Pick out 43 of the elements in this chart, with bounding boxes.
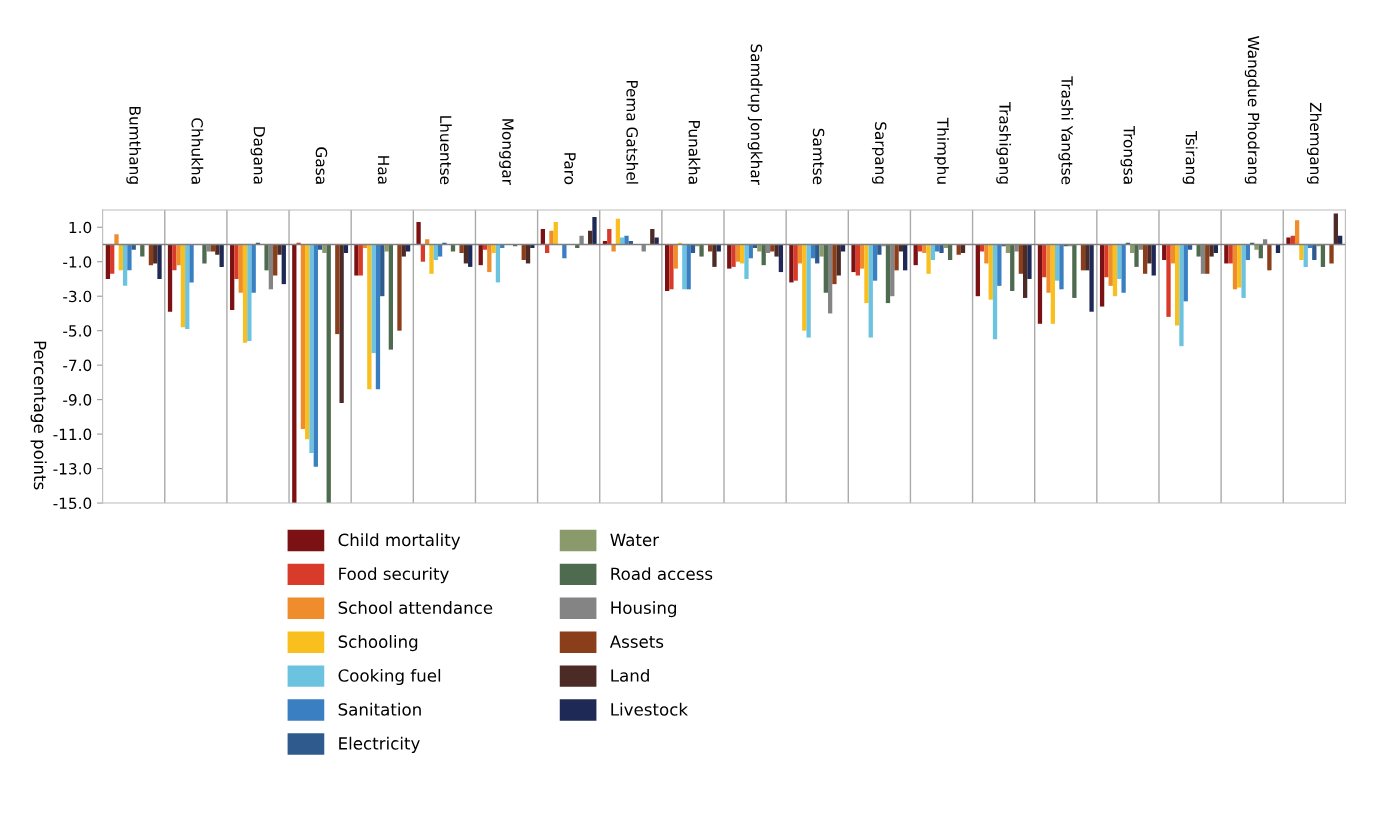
x-tick-label: Chhukha bbox=[191, 118, 204, 184]
legend-label: Schooling bbox=[338, 635, 418, 652]
x-tick-label: Dagana bbox=[250, 127, 265, 184]
legend-label: Land bbox=[611, 668, 649, 682]
x-tick-label: Haa bbox=[377, 156, 390, 184]
y-axis-title: Percentage points bbox=[30, 341, 47, 490]
x-tick-label: Gasa bbox=[315, 147, 328, 184]
x-tick-label: Sarpang bbox=[871, 122, 887, 184]
y-tick-label: -1.0 bbox=[63, 256, 92, 268]
x-tick-label: Trashi Yangtse bbox=[1058, 76, 1074, 185]
x-tick-label: Zhemgang bbox=[1306, 102, 1322, 184]
legend-label: School attendance bbox=[338, 601, 493, 615]
legend-label: Child mortality bbox=[338, 533, 461, 550]
legend-label: Sanitation bbox=[338, 702, 421, 716]
x-tick-label: Monggar bbox=[499, 119, 514, 186]
x-tick-label: Samdrup Jongkhar bbox=[747, 44, 763, 186]
legend-label: Livestock bbox=[611, 702, 688, 716]
x-tick-label: Trashigang bbox=[996, 101, 1012, 184]
y-tick-label: 1.0 bbox=[69, 221, 92, 234]
y-tick-label: -9.0 bbox=[63, 394, 92, 406]
x-tick-label: Pema Gatshel bbox=[626, 80, 639, 184]
x-tick-label: Wangdue Phodrang bbox=[1244, 36, 1260, 184]
legend-label: Water bbox=[610, 533, 660, 547]
x-tick-label: Paro bbox=[564, 153, 576, 185]
y-tick-label: -15.0 bbox=[53, 497, 92, 510]
y-tick-label: -3.0 bbox=[63, 290, 92, 303]
x-tick-label: Punakha bbox=[688, 120, 701, 184]
x-tick-label: Trongsa bbox=[1120, 125, 1135, 184]
legend-label: Electricity bbox=[339, 736, 420, 753]
legend-label: Housing bbox=[611, 601, 676, 618]
y-tick-label: -7.0 bbox=[63, 359, 92, 372]
legend-label: Assets bbox=[609, 635, 664, 648]
x-tick-label: Samtse bbox=[812, 128, 825, 185]
x-tick-label: Tsirang bbox=[1182, 130, 1198, 184]
y-tick-label: -11.0 bbox=[53, 428, 92, 441]
y-tick-label: -13.0 bbox=[53, 463, 92, 475]
legend-label: Road access bbox=[611, 567, 713, 581]
x-tick-label: Bumthang bbox=[126, 107, 142, 184]
y-tick-label: -5.0 bbox=[63, 325, 92, 337]
x-tick-label: Lhuentse bbox=[439, 116, 452, 185]
legend-label: Food security bbox=[339, 567, 449, 584]
x-tick-label: Thimphu bbox=[934, 117, 949, 184]
legend-label: Cooking fuel bbox=[338, 668, 441, 686]
